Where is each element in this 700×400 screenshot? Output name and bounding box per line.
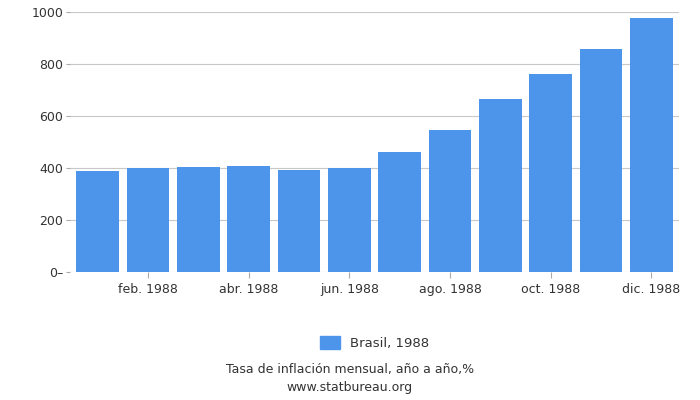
Bar	[177, 167, 220, 272]
Bar	[76, 170, 119, 272]
Bar	[529, 74, 572, 272]
Bar	[127, 168, 169, 272]
Bar	[630, 18, 673, 272]
Bar	[328, 168, 371, 272]
Text: Tasa de inflación mensual, año a año,%: Tasa de inflación mensual, año a año,%	[226, 364, 474, 376]
Bar	[278, 170, 321, 272]
Bar	[378, 152, 421, 272]
Text: www.statbureau.org: www.statbureau.org	[287, 382, 413, 394]
Bar	[580, 49, 622, 272]
Bar	[428, 130, 471, 272]
Legend: Brasil, 1988: Brasil, 1988	[320, 336, 429, 350]
Bar	[228, 166, 270, 272]
Bar	[479, 99, 522, 272]
